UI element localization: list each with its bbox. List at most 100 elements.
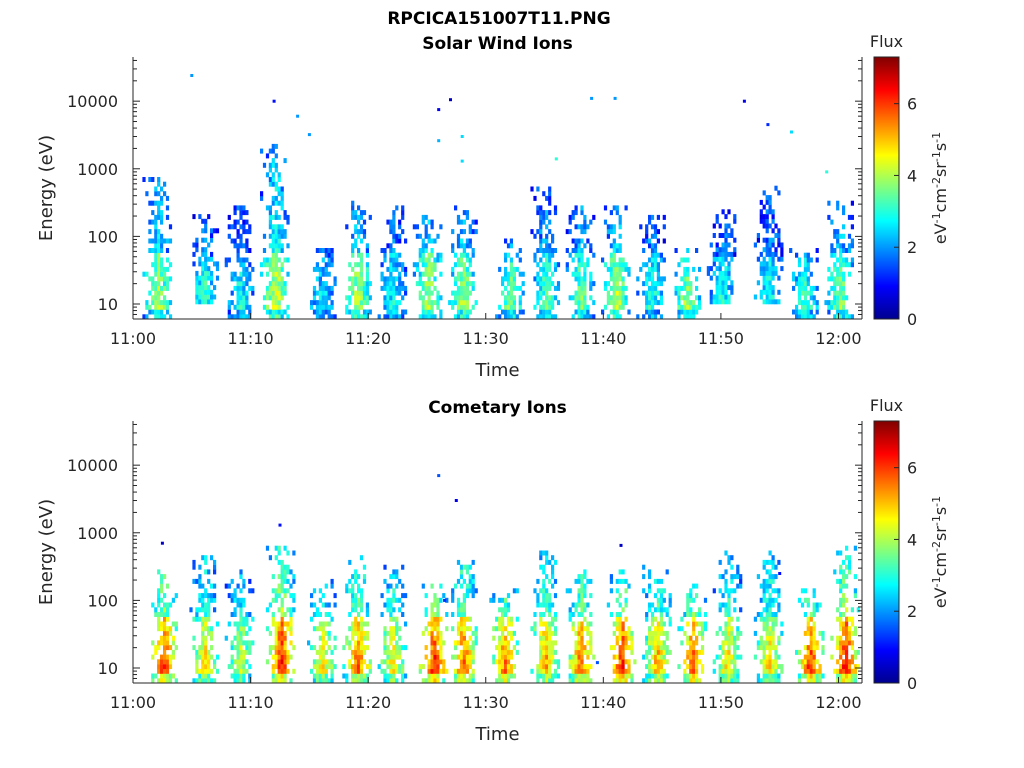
flux-cell (283, 678, 287, 683)
flux-cell (239, 607, 243, 613)
flux-cell (327, 630, 331, 636)
flux-cell (580, 248, 584, 253)
flux-cell (715, 266, 719, 272)
flux-cell (286, 219, 290, 225)
flux-cell (362, 635, 367, 641)
flux-cell (330, 285, 334, 291)
flux-cell (692, 612, 696, 617)
flux-cell (268, 148, 272, 154)
flux-cell (165, 678, 170, 683)
flux-cell (645, 616, 649, 622)
flux-cell (210, 654, 214, 660)
flux-cell (354, 668, 358, 674)
flux-cell (777, 602, 781, 608)
flux-cell (245, 248, 249, 253)
flux-cell (548, 626, 552, 632)
flux-cell (271, 243, 275, 249)
flux-cell (580, 588, 584, 594)
flux-cell (756, 280, 760, 286)
flux-cell (495, 659, 499, 665)
flux-cell (536, 205, 540, 211)
flux-cell (692, 678, 696, 683)
flux-cell (289, 612, 293, 617)
flux-cell (462, 295, 466, 301)
flux-cell (653, 616, 658, 622)
flux-cell (277, 304, 281, 310)
flux-cell (580, 635, 584, 641)
flux-cell (509, 314, 513, 319)
flux-cell (242, 668, 246, 674)
flux-cell (586, 640, 590, 646)
flux-cell (724, 289, 728, 295)
flux-cell (730, 626, 734, 632)
flux-point (437, 474, 441, 478)
flux-cell (160, 276, 164, 282)
flux-cell (648, 664, 652, 670)
x-tick-label: 11:20 (345, 329, 391, 348)
flux-cell (462, 659, 466, 665)
flux-cell (389, 309, 393, 315)
flux-cell (210, 228, 214, 234)
flux-cell (198, 299, 202, 305)
flux-cell (465, 243, 469, 249)
flux-cell (160, 664, 164, 670)
flux-cell (283, 588, 287, 594)
flux-cell (439, 668, 443, 674)
flux-cell (354, 678, 358, 683)
flux-cell (727, 621, 731, 627)
flux-cell (689, 659, 693, 665)
flux-cell (357, 300, 361, 306)
flux-cell (545, 210, 549, 216)
flux-cell (853, 545, 857, 551)
flux-cell (274, 186, 278, 192)
flux-cell (836, 550, 840, 556)
flux-cell (815, 673, 819, 679)
flux-cell (695, 659, 699, 665)
flux-cell (245, 271, 249, 277)
flux-cell (456, 295, 461, 301)
flux-cell (542, 238, 546, 244)
flux-cell (386, 645, 390, 651)
flux-cell (583, 645, 587, 651)
flux-cell (612, 645, 616, 651)
flux-cell (827, 290, 831, 296)
flux-cell (465, 271, 469, 277)
flux-cell (504, 664, 508, 670)
flux-cell (774, 673, 778, 679)
flux-cell (645, 281, 649, 287)
flux-cell (830, 219, 834, 225)
flux-cell (345, 304, 349, 310)
flux-cell (283, 649, 287, 655)
flux-cell (683, 668, 687, 674)
flux-cell (777, 673, 781, 679)
flux-cell (239, 290, 243, 296)
flux-cell (650, 300, 655, 306)
flux-cell (762, 266, 766, 272)
flux-cell (768, 209, 772, 215)
flux-cell (157, 678, 161, 683)
flux-cell (236, 635, 240, 641)
flux-cell (424, 243, 428, 249)
flux-cell (771, 275, 775, 281)
flux-cell (195, 237, 199, 243)
flux-cell (204, 664, 208, 670)
flux-cell (160, 210, 164, 216)
flux-cell (351, 593, 355, 599)
flux-cell (853, 678, 857, 683)
flux-cell (357, 252, 361, 258)
flux-cell (771, 616, 775, 622)
flux-cell (509, 664, 513, 670)
x-tick-label: 11:10 (228, 329, 274, 348)
flux-cell (850, 224, 854, 230)
flux-cell (242, 281, 246, 287)
flux-cell (700, 649, 705, 655)
flux-cell (592, 252, 596, 258)
flux-cell (289, 621, 293, 627)
flux-cell (242, 578, 246, 584)
flux-cell (404, 309, 408, 315)
flux-cell (386, 304, 390, 310)
flux-cell (774, 247, 778, 253)
flux-cell (380, 285, 384, 291)
flux-cell (724, 578, 728, 584)
flux-cell (233, 678, 237, 683)
